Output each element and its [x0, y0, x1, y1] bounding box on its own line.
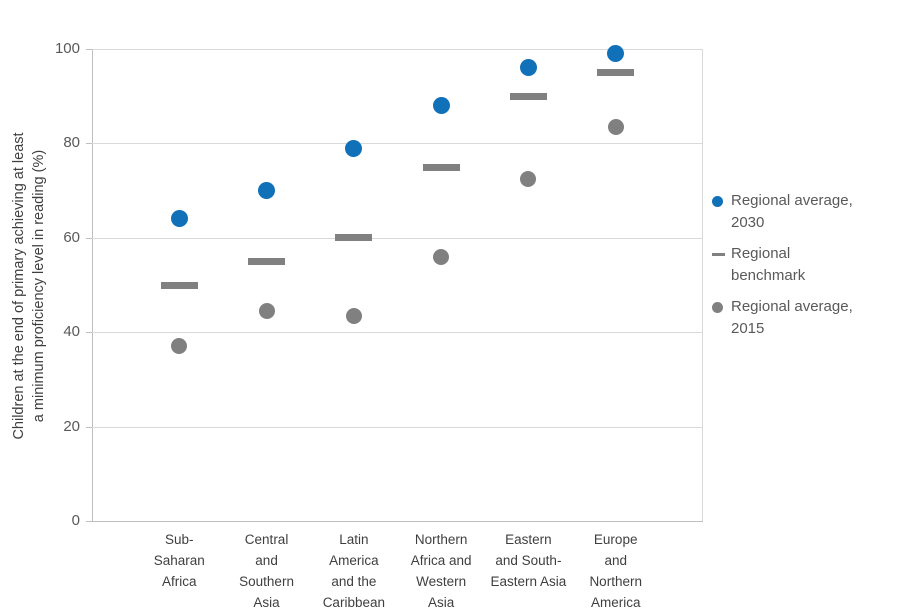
data-point-2-3 — [433, 248, 450, 265]
data-point-0-5 — [607, 45, 625, 63]
legend-item-1: Regional benchmark — [712, 243, 904, 287]
legend-marker-col — [712, 190, 731, 207]
legend-label-1: Regional benchmark — [731, 245, 806, 284]
y-axis-line — [92, 49, 93, 521]
y-tick-label-40: 40 — [63, 323, 80, 341]
x-category-label-4: Eastern and South- Eastern Asia — [490, 532, 567, 589]
data-point-0-2 — [345, 139, 363, 157]
x-category-label-5: Europe and Northern America — [589, 532, 642, 610]
y-tick-80 — [86, 143, 92, 145]
legend-dash-icon — [712, 253, 725, 256]
y-tick-40 — [86, 332, 92, 334]
x-category-label-0: Sub- Saharan Africa — [153, 532, 205, 589]
data-point-2-5 — [607, 118, 624, 135]
legend-label-0: Regional average, 2030 — [731, 192, 853, 231]
legend-marker-col — [712, 296, 731, 313]
gridline-60 — [92, 237, 703, 239]
gridline-40 — [92, 332, 703, 334]
y-tick-label-80: 80 — [63, 134, 80, 152]
data-point-1-2 — [335, 234, 373, 242]
data-point-1-3 — [422, 163, 460, 171]
gridline-80 — [92, 143, 703, 145]
data-point-1-0 — [160, 281, 198, 289]
y-tick-60 — [86, 237, 92, 239]
y-tick-0 — [86, 521, 92, 522]
data-point-2-4 — [520, 170, 537, 187]
x-axis-line — [92, 521, 703, 522]
y-axis-title-line1: Children at the end of primary achieving… — [11, 132, 27, 440]
data-point-0-4 — [519, 59, 537, 77]
x-category-label-3: Northern Africa and Western Asia — [410, 532, 472, 610]
data-point-1-1 — [248, 257, 286, 265]
y-tick-20 — [86, 426, 92, 428]
y-tick-label-0: 0 — [71, 512, 80, 529]
legend-circle-icon — [712, 196, 723, 207]
data-point-0-1 — [258, 182, 276, 200]
legend: Regional average, 2030 Regional benchmark… — [712, 190, 904, 340]
data-point-2-1 — [258, 302, 275, 319]
gridline-20 — [92, 426, 703, 428]
legend-label-2: Regional average, 2015 — [731, 298, 853, 337]
x-category-label-1: Central and Southern Asia — [239, 532, 294, 610]
y-tick-label-20: 20 — [63, 417, 80, 435]
legend-circle-icon — [712, 302, 723, 313]
data-point-0-0 — [170, 210, 188, 228]
data-point-2-0 — [171, 338, 188, 355]
data-point-2-2 — [345, 307, 362, 324]
y-tick-label-60: 60 — [63, 228, 80, 246]
legend-marker-col — [712, 243, 731, 256]
data-point-0-3 — [432, 97, 450, 115]
legend-item-2: Regional average, 2015 — [712, 296, 904, 340]
y-axis-title-line2: a minimum proficiency level in reading (… — [31, 149, 47, 423]
gridline-100 — [92, 49, 703, 50]
y-axis-title: Children at the end of primary achieving… — [9, 50, 51, 522]
x-category-label-2: Latin America and the Caribbean — [322, 532, 385, 610]
plot-area — [86, 45, 703, 522]
data-point-1-5 — [597, 69, 635, 77]
data-point-1-4 — [509, 92, 547, 100]
y-tick-100 — [86, 49, 92, 50]
plot-right-border — [702, 49, 703, 521]
y-tick-label-100: 100 — [54, 40, 80, 57]
legend-item-0: Regional average, 2030 — [712, 190, 904, 234]
